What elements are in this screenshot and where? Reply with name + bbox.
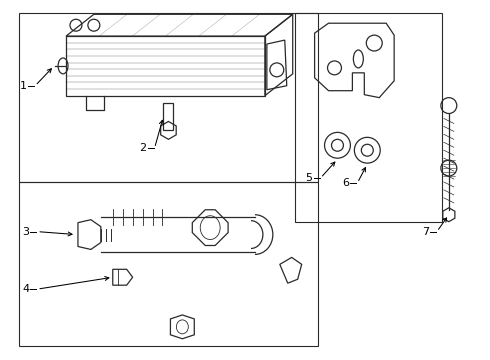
Text: 7: 7: [422, 226, 429, 237]
Bar: [19, 182, 318, 346]
Bar: [294, 13, 442, 222]
Text: 3: 3: [22, 226, 29, 237]
Bar: [164, 103, 173, 130]
Text: 4: 4: [22, 284, 29, 294]
Bar: [19, 13, 318, 182]
Text: 5: 5: [306, 173, 313, 183]
Text: 6: 6: [343, 178, 349, 188]
Text: 1: 1: [20, 81, 27, 91]
Text: 2: 2: [140, 143, 147, 153]
